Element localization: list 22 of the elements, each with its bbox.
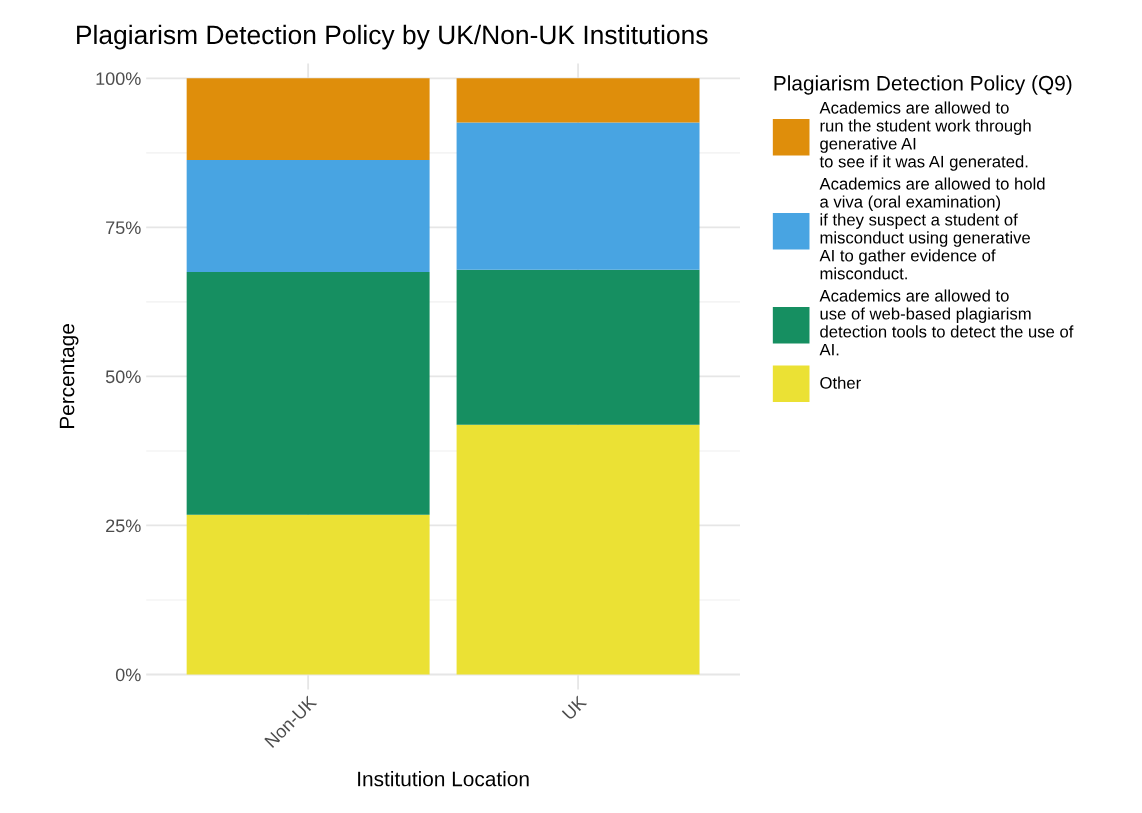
- legend-label: Academics are allowed to run the student work through generative AI to see if it was AI generated.: [819, 101, 1031, 171]
- bar: [186, 160, 430, 273]
- chart-title: Plagiarism Detection Policy by UK/Non-UK Institutions: [77, 24, 708, 50]
- x-tick-label: UK: [561, 694, 588, 721]
- x-axis-title: Institution Location: [358, 771, 529, 787]
- bar: [186, 514, 430, 675]
- legend-title: Plagiarism Detection Policy (Q9): [774, 75, 1072, 95]
- bar: [456, 122, 700, 270]
- bar: [186, 272, 430, 515]
- bar: [456, 78, 700, 123]
- y-tick-label: 25%: [106, 519, 141, 533]
- y-tick-label: 75%: [106, 221, 141, 235]
- bar: [456, 424, 700, 675]
- bar: [186, 78, 430, 160]
- y-tick-label: 0%: [115, 668, 141, 682]
- legend-label: Academics are allowed to use of web-based plagiarism detection tools to detect the use of AI.: [819, 289, 1074, 356]
- legend-label: Other: [820, 376, 861, 389]
- y-axis-title: Percentage: [59, 324, 79, 428]
- y-tick-label: 100%: [96, 72, 141, 86]
- legend-label: Academics are allowed to hold a viva (oral examination) if they suspect a student of misconduct using generative AI to gather evidence of misconduct.: [819, 177, 1045, 280]
- bar: [456, 269, 700, 425]
- y-tick-label: 50%: [105, 370, 141, 384]
